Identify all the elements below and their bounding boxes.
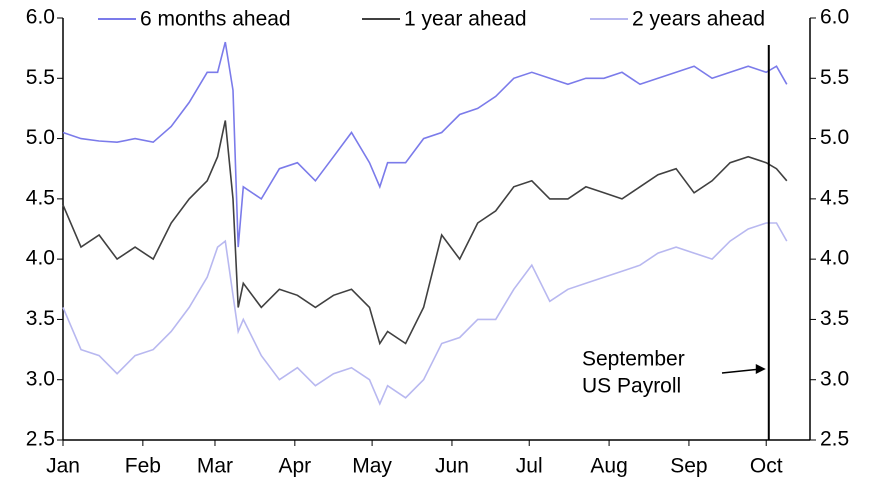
y2-tick-label: 6.0 (820, 6, 849, 29)
x-tick-label: Aug (590, 455, 627, 478)
annotation-text: September (582, 348, 685, 371)
y2-tick-label: 5.0 (820, 126, 849, 149)
x-tick-label: Apr (278, 455, 311, 478)
x-tick-label: Mar (197, 455, 233, 478)
y-tick-label: 4.0 (26, 247, 55, 270)
y-tick-label: 4.5 (26, 186, 55, 209)
y-tick-label: 3.0 (26, 367, 55, 390)
y2-tick-label: 3.0 (820, 367, 849, 390)
legend-label: 2 years ahead (632, 8, 765, 31)
data-line (62, 120, 788, 346)
y2-tick-label: 2.5 (820, 428, 849, 451)
legend-label: 1 year ahead (404, 8, 527, 31)
y-tick-label: 5.5 (26, 66, 55, 89)
x-tick-label: Oct (750, 455, 783, 478)
x-tick-label: Jan (46, 455, 80, 478)
legend-label: 6 months ahead (140, 8, 291, 31)
y2-tick-label: 5.5 (820, 66, 849, 89)
annotation-arrowhead (755, 364, 766, 374)
y-tick-label: 6.0 (26, 6, 55, 29)
y-tick-label: 3.5 (26, 307, 55, 330)
data-line (62, 222, 788, 406)
annotation-arrow (721, 368, 761, 374)
x-tick-label: Jul (516, 455, 543, 478)
annotation-text: US Payroll (582, 375, 681, 398)
y2-tick-label: 4.0 (820, 247, 849, 270)
y2-tick-label: 4.5 (820, 186, 849, 209)
data-line (62, 41, 788, 248)
x-tick-label: May (352, 455, 392, 478)
x-tick-label: Sep (670, 455, 707, 478)
y2-tick-label: 3.5 (820, 307, 849, 330)
y-tick-label: 5.0 (26, 126, 55, 149)
x-tick-label: Feb (125, 455, 161, 478)
y-tick-label: 2.5 (26, 428, 55, 451)
x-tick-label: Jun (435, 455, 469, 478)
